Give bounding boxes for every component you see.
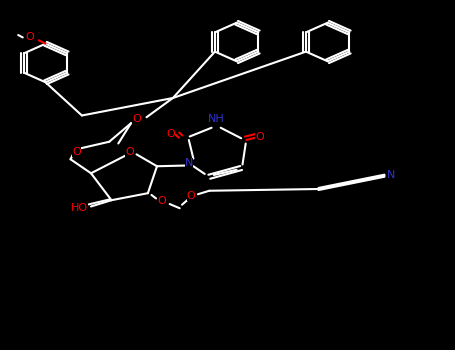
Text: NH: NH (208, 114, 224, 124)
Text: O: O (187, 191, 196, 201)
Text: O: O (72, 147, 81, 157)
Text: HO: HO (71, 203, 88, 213)
Text: O: O (157, 196, 166, 206)
Text: O: O (25, 32, 35, 42)
Text: O: O (166, 129, 175, 139)
Text: N: N (185, 158, 193, 168)
Text: O: O (125, 147, 134, 157)
Text: N: N (387, 170, 395, 180)
Text: O: O (255, 132, 264, 141)
Text: O: O (132, 114, 141, 124)
